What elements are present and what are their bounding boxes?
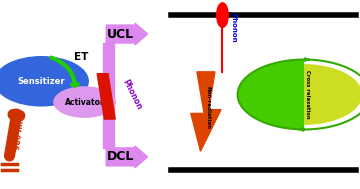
FancyArrow shape bbox=[106, 23, 148, 45]
Text: 980 nm: 980 nm bbox=[13, 118, 26, 151]
Text: Phonon: Phonon bbox=[121, 78, 144, 111]
Wedge shape bbox=[304, 64, 360, 125]
Ellipse shape bbox=[54, 87, 115, 117]
Text: Activator: Activator bbox=[65, 98, 104, 107]
Circle shape bbox=[0, 57, 88, 106]
Text: Cross relaxation: Cross relaxation bbox=[305, 70, 310, 119]
Polygon shape bbox=[191, 72, 221, 151]
FancyArrow shape bbox=[106, 146, 148, 168]
Text: Non-radiation: Non-radiation bbox=[205, 86, 210, 129]
Text: ET: ET bbox=[74, 52, 88, 62]
Polygon shape bbox=[97, 74, 115, 119]
Text: UCL: UCL bbox=[107, 28, 134, 40]
Bar bbox=[103, 43, 114, 148]
Wedge shape bbox=[238, 60, 304, 129]
Text: DCL: DCL bbox=[107, 150, 134, 163]
Text: Phonon: Phonon bbox=[230, 13, 237, 43]
Ellipse shape bbox=[217, 3, 228, 27]
Text: Sensitizer: Sensitizer bbox=[18, 77, 65, 86]
